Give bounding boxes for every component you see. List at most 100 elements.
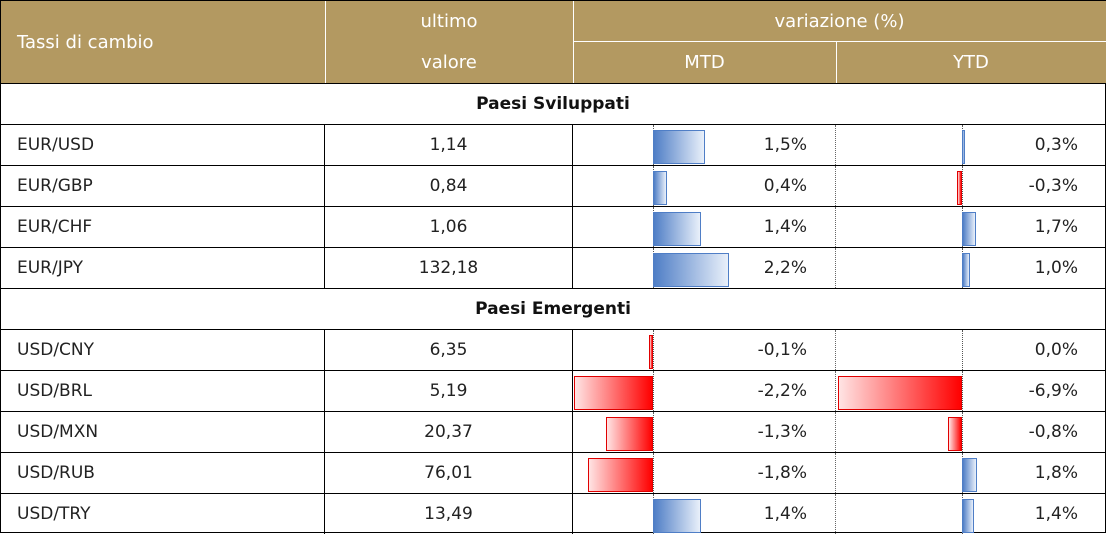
mtd-positive-bar <box>653 499 702 533</box>
mtd-percent: 1,5% <box>763 135 807 155</box>
mtd-cell: -2,2% <box>573 371 836 411</box>
ytd-cell: 1,0% <box>836 248 1106 288</box>
currency-pair: EUR/CHF <box>1 207 325 247</box>
mtd-positive-bar <box>653 130 705 164</box>
mtd-percent: 1,4% <box>763 217 807 237</box>
section-header: Paesi Emergenti <box>1 288 1105 329</box>
ytd-cell: -0,8% <box>836 412 1106 452</box>
last-value: 132,18 <box>325 248 573 288</box>
currency-pair: USD/TRY <box>1 494 325 534</box>
ytd-axis <box>962 166 963 206</box>
ytd-negative-bar <box>838 376 962 410</box>
mtd-cell: -0,1% <box>573 330 836 370</box>
header-tassi-di-cambio: Tassi di cambio <box>1 1 325 83</box>
currency-pair: EUR/JPY <box>1 248 325 288</box>
mtd-positive-bar <box>653 212 702 246</box>
mtd-cell: -1,8% <box>573 453 836 493</box>
mtd-cell: 1,5% <box>573 125 836 165</box>
header-divider <box>573 41 1106 42</box>
last-value: 0,84 <box>325 166 573 206</box>
mtd-positive-bar <box>653 253 729 287</box>
header-ultimo: ultimo <box>325 1 573 42</box>
mtd-positive-bar <box>653 171 667 205</box>
ytd-cell: 1,4% <box>836 494 1106 534</box>
ytd-percent: -0,3% <box>1028 176 1078 196</box>
mtd-negative-bar <box>649 335 653 369</box>
ytd-cell: 0,0% <box>836 330 1106 370</box>
mtd-percent: -2,2% <box>757 381 807 401</box>
ytd-percent: 1,4% <box>1034 504 1078 524</box>
mtd-percent: -1,8% <box>757 463 807 483</box>
ytd-cell: 1,8% <box>836 453 1106 493</box>
currency-pair: EUR/GBP <box>1 166 325 206</box>
mtd-cell: 1,4% <box>573 494 836 534</box>
currency-pair: USD/CNY <box>1 330 325 370</box>
mtd-percent: 0,4% <box>763 176 807 196</box>
ytd-percent: 0,3% <box>1034 135 1078 155</box>
mtd-axis <box>653 330 654 370</box>
mtd-cell: -1,3% <box>573 412 836 452</box>
currency-pair: USD/RUB <box>1 453 325 493</box>
table-row: USD/BRL 5,19 -2,2% -6,9% <box>1 370 1105 411</box>
section-header: Paesi Sviluppati <box>1 83 1105 124</box>
ytd-positive-bar <box>962 130 965 164</box>
table-row: USD/RUB 76,01 -1,8% 1,8% <box>1 452 1105 493</box>
header-variazione: variazione (%) <box>573 1 1106 42</box>
mtd-percent: -1,3% <box>757 422 807 442</box>
mtd-axis <box>653 453 654 493</box>
last-value: 1,06 <box>325 207 573 247</box>
ytd-positive-bar <box>962 212 977 246</box>
header-valore: valore <box>325 42 573 83</box>
ytd-positive-bar <box>962 499 974 533</box>
ytd-percent: 1,7% <box>1034 217 1078 237</box>
ytd-cell: -0,3% <box>836 166 1106 206</box>
last-value: 1,14 <box>325 125 573 165</box>
ytd-percent: 1,8% <box>1034 463 1078 483</box>
ytd-percent: -0,8% <box>1028 422 1078 442</box>
mtd-cell: 2,2% <box>573 248 836 288</box>
ytd-cell: 0,3% <box>836 125 1106 165</box>
ytd-axis <box>962 412 963 452</box>
header-divider <box>325 1 326 83</box>
currency-pair: USD/BRL <box>1 371 325 411</box>
header-ytd: YTD <box>836 42 1106 83</box>
ytd-negative-bar <box>956 171 962 205</box>
mtd-percent: 2,2% <box>763 258 807 278</box>
ytd-axis <box>962 330 963 370</box>
ytd-percent: 0,0% <box>1034 340 1078 360</box>
ytd-axis <box>962 371 963 411</box>
ytd-cell: -6,9% <box>836 371 1106 411</box>
ytd-positive-bar <box>962 458 978 492</box>
mtd-percent: 1,4% <box>763 504 807 524</box>
mtd-negative-bar <box>588 458 653 492</box>
table-row: EUR/JPY 132,18 2,2% 1,0% <box>1 247 1105 288</box>
mtd-axis <box>653 412 654 452</box>
header-divider <box>836 42 837 83</box>
ytd-negative-bar <box>947 417 962 451</box>
mtd-axis <box>653 371 654 411</box>
table-row: EUR/CHF 1,06 1,4% 1,7% <box>1 206 1105 247</box>
ytd-percent: -6,9% <box>1028 381 1078 401</box>
table-row: USD/MXN 20,37 -1,3% -0,8% <box>1 411 1105 452</box>
ytd-positive-bar <box>962 253 971 287</box>
header-divider <box>573 1 574 83</box>
table-row: EUR/GBP 0,84 0,4% -0,3% <box>1 165 1105 206</box>
last-value: 13,49 <box>325 494 573 534</box>
table-row: USD/TRY 13,49 1,4% 1,4% <box>1 493 1105 534</box>
ytd-cell: 1,7% <box>836 207 1106 247</box>
header-mtd: MTD <box>573 42 836 83</box>
currency-pair: USD/MXN <box>1 412 325 452</box>
table-row: EUR/USD 1,14 1,5% 0,3% <box>1 124 1105 165</box>
last-value: 5,19 <box>325 371 573 411</box>
currency-pair: EUR/USD <box>1 125 325 165</box>
mtd-percent: -0,1% <box>757 340 807 360</box>
last-value: 20,37 <box>325 412 573 452</box>
last-value: 76,01 <box>325 453 573 493</box>
mtd-negative-bar <box>574 376 653 410</box>
mtd-cell: 0,4% <box>573 166 836 206</box>
mtd-cell: 1,4% <box>573 207 836 247</box>
table-row: USD/CNY 6,35 -0,1% 0,0% <box>1 329 1105 370</box>
ytd-percent: 1,0% <box>1034 258 1078 278</box>
last-value: 6,35 <box>325 330 573 370</box>
